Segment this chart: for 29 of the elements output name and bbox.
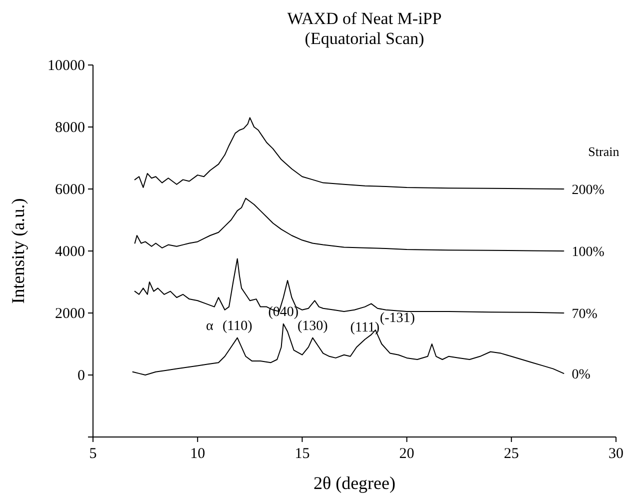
- line-series: [134, 117, 564, 190]
- y-tick-label: 0: [78, 368, 85, 384]
- x-tick-label: 25: [504, 446, 519, 462]
- chart-title: WAXD of Neat M-iPP: [287, 9, 442, 28]
- x-tick-label: 20: [399, 446, 414, 462]
- y-tick-label: 2000: [55, 306, 85, 322]
- y-tick-label: 8000: [55, 120, 85, 136]
- x-axis-title: 2θ (degree): [313, 473, 396, 493]
- y-tick-label: 4000: [55, 244, 85, 260]
- x-tick-label: 15: [294, 446, 310, 462]
- x-tick-label: 30: [608, 446, 624, 462]
- series-label: 100%: [572, 245, 605, 260]
- annotation: α: [206, 318, 214, 334]
- x-tick-label: 5: [89, 446, 97, 462]
- legend-title: Strain: [588, 144, 620, 159]
- annotation: (130): [297, 318, 328, 334]
- chart-subtitle: (Equatorial Scan): [304, 29, 424, 48]
- y-axis-title: Intensity (a.u.): [8, 198, 28, 304]
- y-tick-label: 6000: [55, 182, 85, 198]
- series-label: 200%: [572, 183, 605, 198]
- line-series: [134, 198, 564, 252]
- annotation: (-131): [380, 311, 416, 326]
- series-label: 70%: [572, 307, 598, 322]
- x-tick-label: 10: [190, 446, 206, 462]
- annotation: (111): [350, 320, 380, 336]
- y-tick-label: 10000: [48, 58, 85, 74]
- annotation: (040): [268, 304, 299, 320]
- series-label: 0%: [572, 367, 591, 382]
- annotation: (110): [222, 318, 253, 334]
